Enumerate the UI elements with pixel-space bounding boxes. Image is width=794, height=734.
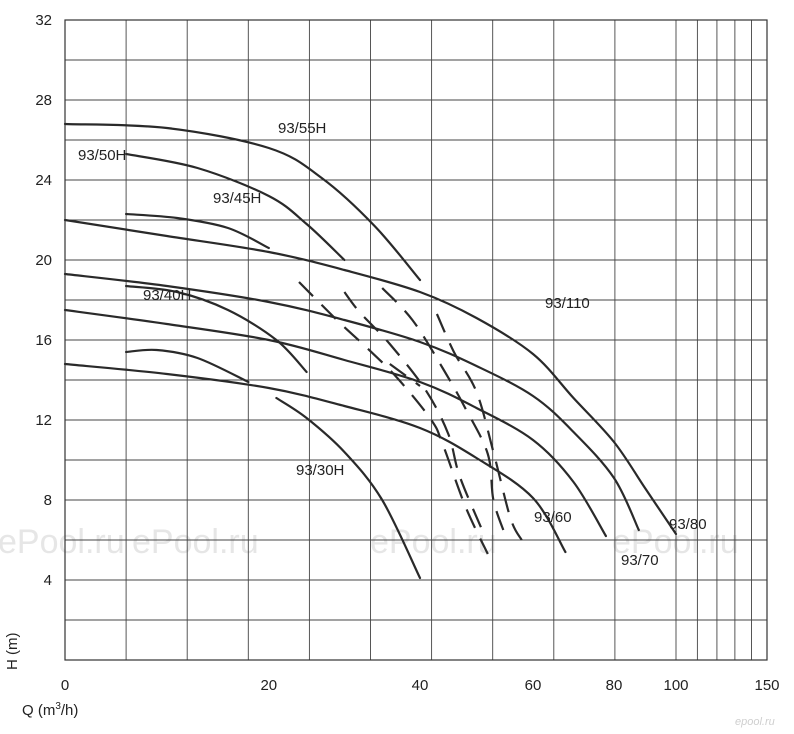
- curve-unlabeled: [125, 348, 250, 384]
- curve-93-80: [63, 272, 640, 532]
- x-axis-title-end: /h): [61, 702, 79, 719]
- curve-93-30h: [275, 396, 422, 580]
- y-tick-label: 4: [44, 572, 52, 589]
- watermark-text: ePool.ru: [370, 523, 497, 561]
- y-axis-title: H (m): [4, 633, 21, 671]
- pump-curves: [63, 122, 678, 580]
- watermark-layer: ePool.ru ePool.ru ePool.ru ePool.ru epoo…: [0, 523, 775, 728]
- curve-93-55h: [63, 122, 422, 282]
- x-tick-label: 60: [525, 677, 542, 694]
- x-axis-title-sup: 3: [55, 701, 61, 712]
- curve-label: 93/40H: [143, 287, 191, 304]
- curve-93-110: [63, 218, 678, 536]
- curve-label: 93/30H: [296, 462, 344, 479]
- watermark-text: ePool.ru: [0, 523, 125, 561]
- y-tick-label: 12: [35, 412, 52, 429]
- x-tick-label: 40: [412, 677, 429, 694]
- curve-label: 93/60: [534, 509, 572, 526]
- x-tick-label: 150: [754, 677, 779, 694]
- curve-93-70: [63, 308, 607, 538]
- curve-label: 93/50H: [78, 147, 126, 164]
- curve-93-50h: [125, 152, 346, 262]
- y-tick-label: 8: [44, 492, 52, 509]
- watermark-text: ePool.ru: [612, 523, 739, 561]
- curve-93-45h: [125, 212, 270, 250]
- curve-label: 93/80: [669, 516, 707, 533]
- x-axis-title: Q (m3/h): [22, 701, 78, 719]
- x-tick-label: 0: [61, 677, 69, 694]
- x-tick-label: 20: [260, 677, 277, 694]
- x-axis-title-base: Q (m: [22, 702, 55, 719]
- y-tick-labels: 4 8 12 16 20 24 28 32: [35, 12, 52, 589]
- y-tick-label: 24: [35, 172, 52, 189]
- dashed-lines: [298, 281, 523, 555]
- curve-label: 93/45H: [213, 190, 261, 207]
- curve-label: 93/110: [545, 295, 590, 312]
- y-tick-label: 28: [35, 92, 52, 109]
- y-tick-label: 32: [35, 12, 52, 29]
- y-tick-label: 20: [35, 252, 52, 269]
- plot-border: [64, 19, 768, 661]
- watermark-text: ePool.ru: [132, 523, 259, 561]
- x-tick-label: 100: [663, 677, 688, 694]
- curve-label: 93/70: [621, 552, 659, 569]
- plot-frame: [64, 19, 768, 661]
- dashed-line: [389, 363, 421, 387]
- dashed-line: [381, 287, 506, 535]
- curve-labels: 93/55H 93/50H 93/45H 93/110 93/80 93/40H 93/70…: [78, 120, 707, 569]
- x-tick-labels: 0 20 40 60 80 100 150: [61, 677, 780, 694]
- y-tick-label: 16: [35, 332, 52, 349]
- curve-93-60: [63, 362, 567, 554]
- x-tick-label: 80: [606, 677, 623, 694]
- curve-93-40h: [125, 284, 308, 374]
- dashed-line: [298, 281, 489, 555]
- watermark-logo: epool.ru: [735, 716, 775, 728]
- dashed-line: [435, 313, 523, 541]
- curve-label: 93/55H: [278, 120, 326, 137]
